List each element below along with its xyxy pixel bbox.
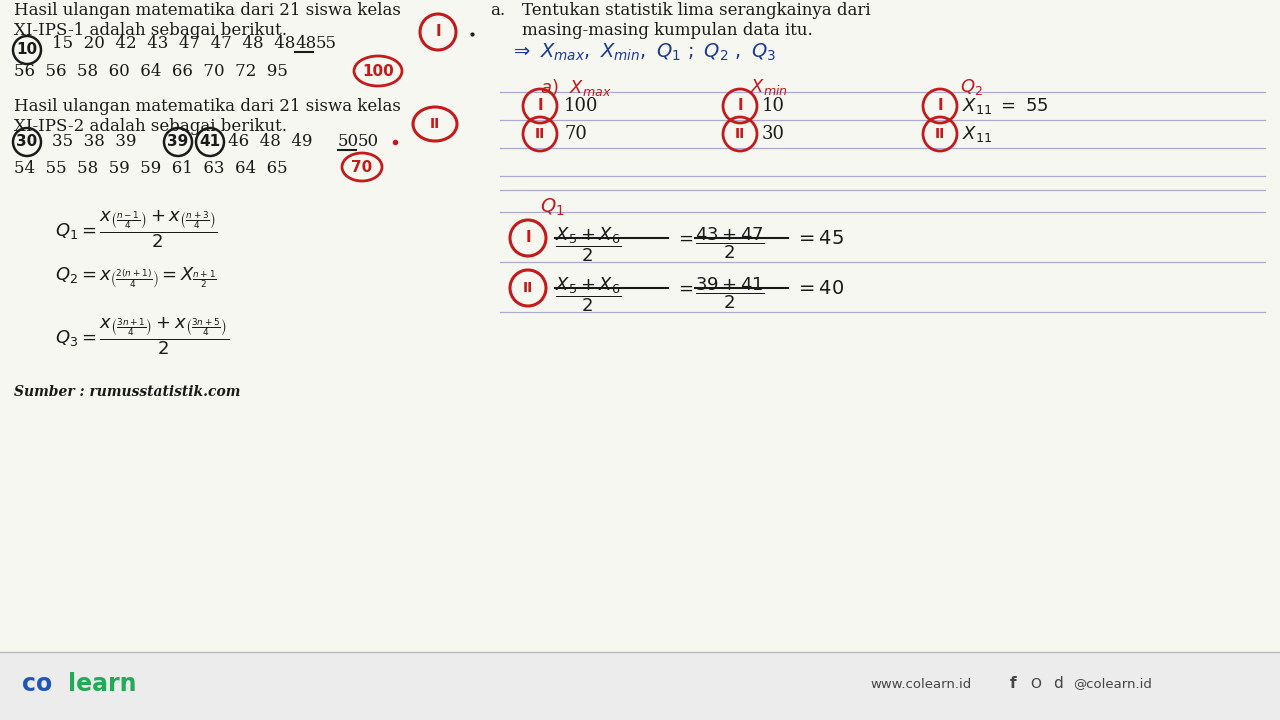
Text: f: f — [1010, 677, 1016, 691]
Text: 100: 100 — [362, 63, 394, 78]
Text: www.colearn.id: www.colearn.id — [870, 678, 972, 690]
Text: Hasil ulangan matematika dari 21 siswa kelas: Hasil ulangan matematika dari 21 siswa k… — [14, 98, 401, 115]
Text: II: II — [735, 127, 745, 141]
Text: Tentukan statistik lima serangkainya dari: Tentukan statistik lima serangkainya dar… — [522, 2, 870, 19]
Text: 30: 30 — [762, 125, 785, 143]
Text: 39: 39 — [168, 135, 188, 150]
Text: 50: 50 — [338, 133, 360, 150]
Text: 41: 41 — [200, 135, 220, 150]
Text: co: co — [22, 672, 52, 696]
Text: $Q_1 = \dfrac{x_{\left(\frac{n-1}{4}\right)} + x_{\left(\frac{n+3}{4}\right)}}{2: $Q_1 = \dfrac{x_{\left(\frac{n-1}{4}\rig… — [55, 208, 218, 250]
Text: learn: learn — [68, 672, 137, 696]
Text: $Q_2 = x_{\left(\frac{2(n+1)}{4}\right)} = X_{\frac{n+1}{2}}$: $Q_2 = x_{\left(\frac{2(n+1)}{4}\right)}… — [55, 265, 216, 290]
Text: I: I — [538, 99, 543, 114]
Text: I: I — [737, 99, 742, 114]
Text: Sumber : rumusstatistik.com: Sumber : rumusstatistik.com — [14, 385, 241, 399]
Text: 30: 30 — [17, 135, 37, 150]
Text: $=$: $=$ — [675, 229, 694, 247]
Text: $\dfrac{X_5 + X_6}{2}$: $\dfrac{X_5 + X_6}{2}$ — [556, 275, 622, 314]
Text: II: II — [522, 281, 534, 295]
Text: $X_{min}$: $X_{min}$ — [750, 77, 788, 97]
Text: I: I — [937, 99, 943, 114]
Text: $Q_3 = \dfrac{x_{\left(\frac{3n+1}{4}\right)} + x_{\left(\frac{3n+5}{4}\right)}}: $Q_3 = \dfrac{x_{\left(\frac{3n+1}{4}\ri… — [55, 315, 229, 356]
Text: 48: 48 — [294, 35, 316, 53]
Text: 55: 55 — [316, 35, 337, 53]
Text: $\dfrac{43+47}{2}$: $\dfrac{43+47}{2}$ — [695, 225, 765, 261]
Text: $\dfrac{39+41}{2}$: $\dfrac{39+41}{2}$ — [695, 275, 765, 310]
Text: I: I — [435, 24, 440, 40]
Text: 10: 10 — [17, 42, 37, 58]
Text: 54  55  58  59  59  61  63  64  65: 54 55 58 59 59 61 63 64 65 — [14, 160, 288, 177]
Text: $= 40$: $= 40$ — [795, 279, 845, 297]
Text: $a)\ \ X_{max}$: $a)\ \ X_{max}$ — [540, 77, 612, 98]
Text: XI-IPS-2 adalah sebagai berikut.: XI-IPS-2 adalah sebagai berikut. — [14, 118, 287, 135]
Text: $\Rightarrow\ X_{max},\ X_{min},\ Q_1\ ;\ Q_2\ ,\ Q_3$: $\Rightarrow\ X_{max},\ X_{min},\ Q_1\ ;… — [509, 42, 776, 63]
Text: $X_{11}$: $X_{11}$ — [963, 124, 992, 144]
Text: 10: 10 — [762, 97, 785, 115]
Text: I: I — [525, 230, 531, 246]
Text: @colearn.id: @colearn.id — [1073, 678, 1152, 690]
Text: XI-IPS-1 adalah sebagai berikut.: XI-IPS-1 adalah sebagai berikut. — [14, 22, 287, 39]
Bar — [0, 652, 1280, 720]
Text: $X_{11}\ =\ 55$: $X_{11}\ =\ 55$ — [963, 96, 1048, 116]
Text: $Q_2$: $Q_2$ — [960, 77, 983, 97]
Text: II: II — [430, 117, 440, 131]
Text: II: II — [535, 127, 545, 141]
Text: Hasil ulangan matematika dari 21 siswa kelas: Hasil ulangan matematika dari 21 siswa k… — [14, 2, 401, 19]
Text: 50: 50 — [358, 133, 379, 150]
Text: 56  56  58  60  64  66  70  72  95: 56 56 58 60 64 66 70 72 95 — [14, 63, 288, 80]
Text: 35  38  39: 35 38 39 — [52, 133, 137, 150]
Text: 70: 70 — [352, 160, 372, 174]
Text: masing-masing kumpulan data itu.: masing-masing kumpulan data itu. — [522, 22, 813, 39]
Text: a.: a. — [490, 2, 506, 19]
Text: 100: 100 — [564, 97, 599, 115]
Text: 70: 70 — [564, 125, 586, 143]
Text: 15  20  42  43  47  47  48  48: 15 20 42 43 47 47 48 48 — [52, 35, 296, 53]
Text: $= 45$: $= 45$ — [795, 228, 844, 248]
Text: d: d — [1053, 677, 1062, 691]
Text: $Q_1$: $Q_1$ — [540, 197, 564, 218]
Text: 46  48  49: 46 48 49 — [228, 133, 312, 150]
Text: O: O — [1030, 677, 1041, 691]
Text: II: II — [934, 127, 945, 141]
Text: $=$: $=$ — [675, 279, 694, 297]
Text: $\dfrac{X_5 + X_6}{2}$: $\dfrac{X_5 + X_6}{2}$ — [556, 225, 622, 264]
